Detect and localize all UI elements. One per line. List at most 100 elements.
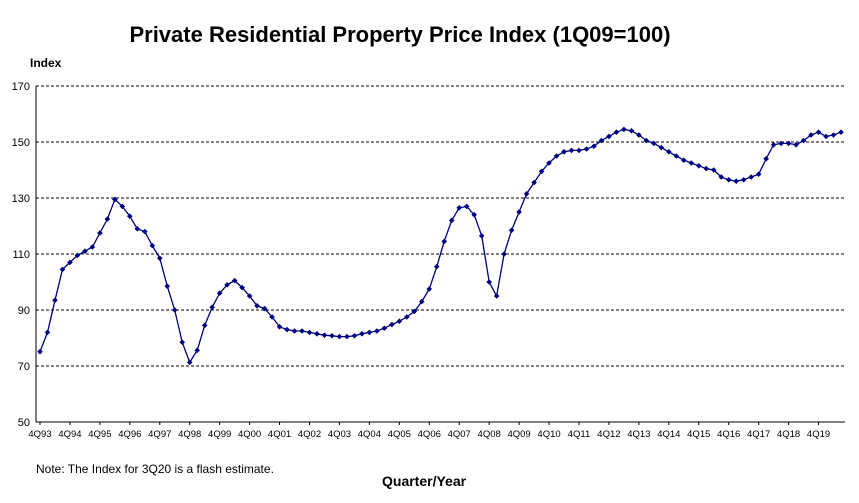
data-point <box>269 314 275 320</box>
data-point <box>291 328 298 334</box>
data-point <box>134 226 141 232</box>
x-tick-label: 4Q00 <box>238 429 261 440</box>
data-point <box>718 174 725 180</box>
data-point <box>748 174 754 180</box>
x-tick-label: 4Q17 <box>747 429 770 440</box>
x-tick-label: 4Q06 <box>418 429 441 440</box>
x-tick-label: 4Q98 <box>178 429 201 440</box>
series-price-index <box>37 126 844 366</box>
data-point <box>52 297 58 303</box>
data-point <box>703 165 710 172</box>
data-point <box>112 196 118 203</box>
data-point <box>808 132 814 138</box>
data-point <box>695 163 702 169</box>
data-point <box>276 324 283 330</box>
x-tick-label: 4Q95 <box>88 429 111 440</box>
data-point <box>329 332 335 339</box>
data-point <box>591 143 597 149</box>
data-point <box>254 303 260 309</box>
data-point <box>374 328 380 334</box>
data-point <box>321 332 328 338</box>
x-tick-label: 4Q99 <box>208 429 231 440</box>
data-point <box>239 284 245 291</box>
data-point <box>546 160 552 166</box>
x-tick-label: 4Q07 <box>448 429 471 440</box>
data-point <box>471 212 477 218</box>
data-point <box>733 178 739 184</box>
data-point <box>426 286 433 292</box>
chart-note: Note: The Index for 3Q20 is a flash esti… <box>36 462 274 476</box>
y-tick-labels: 50 70 90 110 130 150 170 <box>12 81 30 429</box>
data-point <box>186 359 193 366</box>
y-tick-label: 90 <box>18 305 30 317</box>
data-point <box>583 146 590 152</box>
data-point <box>793 142 799 148</box>
data-point <box>156 255 163 261</box>
data-point <box>37 348 43 355</box>
data-point <box>463 203 470 210</box>
x-tick-label: 4Q01 <box>268 429 291 440</box>
data-point <box>418 298 425 305</box>
data-point <box>628 128 635 134</box>
data-point <box>448 217 455 224</box>
data-point <box>838 129 844 135</box>
data-point <box>725 177 732 183</box>
data-point <box>710 167 717 173</box>
x-tick-label: 4Q93 <box>28 429 51 440</box>
data-point <box>740 177 747 183</box>
data-point <box>389 321 395 328</box>
data-point <box>284 326 290 333</box>
data-point <box>823 133 829 140</box>
data-point <box>299 328 305 334</box>
x-tick-label: 4Q10 <box>537 429 560 440</box>
y-tick-label: 150 <box>12 137 30 149</box>
data-point <box>493 293 500 299</box>
data-point <box>149 242 156 249</box>
y-tick-label: 170 <box>12 81 30 93</box>
y-tick-label: 110 <box>12 249 30 261</box>
data-point <box>381 325 388 331</box>
data-point <box>179 339 186 345</box>
data-point <box>224 282 230 288</box>
data-point <box>119 203 126 210</box>
data-point <box>127 213 133 219</box>
data-point <box>755 171 762 177</box>
data-point <box>568 147 575 154</box>
data-point <box>74 252 81 259</box>
data-point <box>456 205 463 211</box>
y-axis-label: Index <box>30 56 62 70</box>
data-point <box>613 129 620 135</box>
data-point <box>606 133 612 140</box>
data-point <box>785 140 792 147</box>
series-line <box>39 128 842 364</box>
data-point <box>688 160 695 166</box>
data-point <box>800 137 807 144</box>
y-tick-label: 130 <box>12 193 30 205</box>
data-point <box>673 153 680 159</box>
data-point <box>164 283 171 289</box>
data-point <box>142 228 148 235</box>
data-point <box>830 132 837 138</box>
data-point <box>89 244 96 250</box>
x-axis-label: Quarter/Year <box>382 473 467 489</box>
data-point <box>523 191 530 197</box>
data-point <box>67 259 73 266</box>
x-tick-label: 4Q15 <box>687 429 710 440</box>
x-tick-label: 4Q19 <box>807 429 830 440</box>
x-tick-label: 4Q18 <box>777 429 800 440</box>
data-point <box>486 279 492 285</box>
x-tick-label: 4Q97 <box>148 429 171 440</box>
data-point <box>576 147 582 154</box>
data-point <box>209 304 215 310</box>
x-tick-label: 4Q09 <box>507 429 530 440</box>
data-point <box>815 129 822 135</box>
grid-lines <box>36 85 845 367</box>
data-point <box>598 137 605 144</box>
data-point <box>314 331 320 337</box>
data-point <box>508 227 515 233</box>
data-point <box>261 305 268 312</box>
data-point <box>104 216 111 222</box>
data-point <box>306 329 313 336</box>
y-tick-label: 70 <box>18 361 30 373</box>
data-point <box>201 322 208 329</box>
